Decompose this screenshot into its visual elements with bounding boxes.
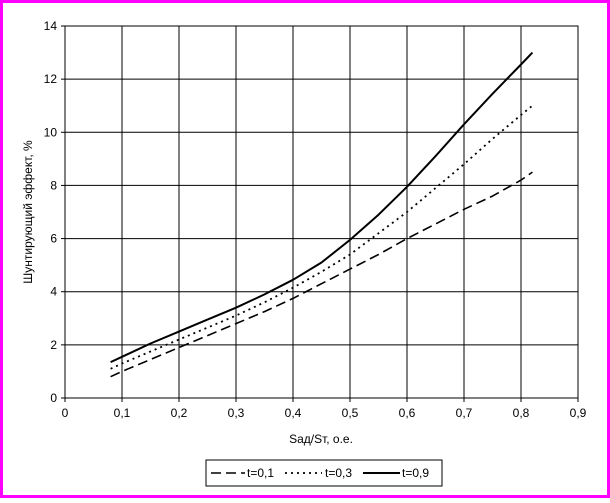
y-tick-label: 10 — [44, 125, 58, 139]
x-tick-label: 0,6 — [399, 406, 416, 420]
y-axis-ticks: 0 2 4 6 8 10 12 14 — [44, 19, 65, 405]
y-tick-label: 8 — [50, 178, 57, 192]
x-tick-label: 0,2 — [171, 406, 188, 420]
series-layer — [110, 51, 534, 378]
y-tick-label: 0 — [50, 391, 57, 405]
legend-box — [205, 459, 443, 487]
legend: t=0,1 t=0,3 t=0,9 — [205, 459, 443, 487]
plot-area — [64, 25, 579, 399]
x-tick-label: 0,1 — [114, 406, 131, 420]
y-tick-label: 2 — [50, 338, 57, 352]
x-tick-label: 0,8 — [513, 406, 530, 420]
series-line-3 — [110, 51, 534, 364]
x-tick-label: 0,7 — [456, 406, 473, 420]
x-axis-label: Sад/Sт, о.е. — [289, 432, 353, 446]
x-tick-label: 0,4 — [285, 406, 302, 420]
legend-label-t01: t=0,1 — [247, 466, 274, 480]
x-tick-label: 0,5 — [342, 406, 359, 420]
y-axis-label: Шунтирующий эффект, % — [21, 140, 35, 284]
x-axis-ticks: 0 0,1 0,2 0,3 0,4 0,5 0,6 0,7 0,8 0,9 — [62, 398, 587, 420]
legend-label-t03: t=0,3 — [325, 466, 352, 480]
x-tick-label: 0,9 — [570, 406, 587, 420]
y-tick-label: 6 — [50, 232, 57, 246]
y-tick-label: 12 — [44, 72, 58, 86]
x-tick-label: 0,3 — [228, 406, 245, 420]
y-tick-label: 14 — [44, 19, 58, 33]
series-line-1 — [110, 171, 533, 378]
legend-label-t09: t=0,9 — [402, 466, 429, 480]
x-tick-label: 0 — [62, 406, 69, 420]
y-tick-label: 4 — [50, 285, 57, 299]
